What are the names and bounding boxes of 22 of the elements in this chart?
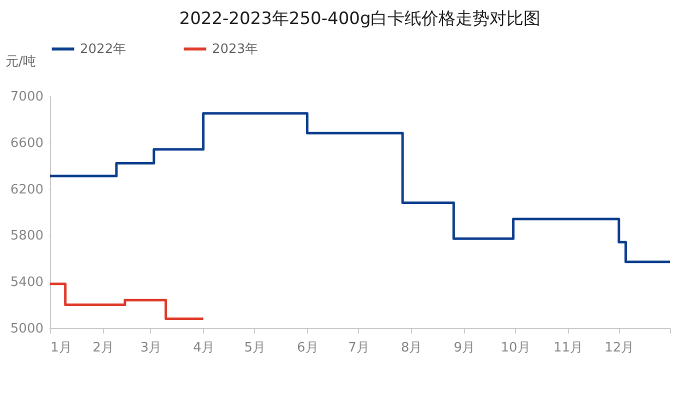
y-axis-title: 元/吨 <box>6 54 36 70</box>
x-tick-label: 9月 <box>454 340 476 356</box>
x-tick-label: 4月 <box>193 340 214 356</box>
y-tick-label: 5400 <box>10 275 44 290</box>
x-tick-label: 5月 <box>244 340 266 356</box>
legend-label: 2023年 <box>212 42 258 57</box>
x-tick-label: 2月 <box>92 340 114 356</box>
x-tick-label: 1月 <box>50 340 72 356</box>
x-tick-label: 10月 <box>500 340 530 356</box>
x-tick-label: 11月 <box>554 340 584 356</box>
y-tick-label: 5800 <box>10 228 44 244</box>
y-tick-label: 6200 <box>10 182 44 198</box>
chart-title: 2022-2023年250-400g白卡纸价格走势对比图 <box>179 9 541 29</box>
x-tick-label: 12月 <box>604 340 634 356</box>
x-tick-label: 7月 <box>348 340 370 356</box>
x-tick-label: 6月 <box>297 340 318 356</box>
x-tick-label: 3月 <box>140 340 162 356</box>
y-tick-label: 6600 <box>10 136 44 151</box>
legend-label: 2022年 <box>80 42 126 57</box>
y-tick-label: 7000 <box>10 90 44 104</box>
x-tick-label: 8月 <box>400 340 422 356</box>
y-tick-label: 5000 <box>10 322 44 336</box>
